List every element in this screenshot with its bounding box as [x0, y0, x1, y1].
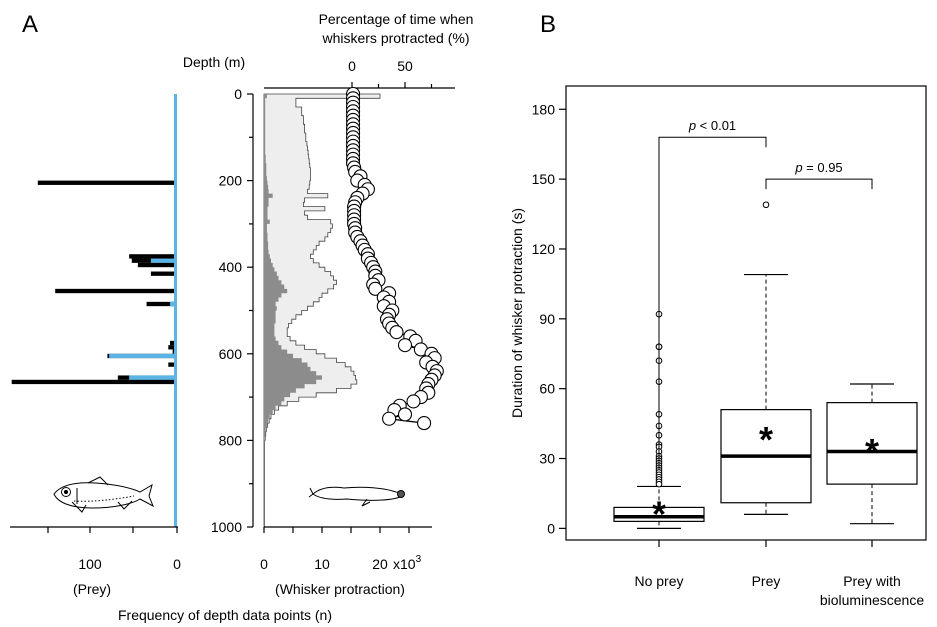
percentage-tick-label: 0: [348, 58, 356, 74]
prey-bar: [55, 288, 178, 294]
panel-b-category-label: Prey with: [843, 573, 901, 589]
panel-b-y-tick-label: 150: [532, 171, 556, 187]
panel-b-ylabel: Duration of whisker protraction (s): [509, 208, 525, 418]
prey-bar: [137, 262, 177, 268]
panel-b-categories: No prey Prey Prey with bioluminescence: [634, 540, 924, 608]
prey-bar: [11, 379, 178, 385]
prey-bar: [170, 340, 177, 346]
whisker-x-tick-label: 20: [372, 556, 388, 572]
percentage-series: [346, 86, 444, 431]
panel-b-y-tick-label: 120: [532, 241, 556, 257]
frequency-axis-label: Frequency of depth data points (n): [118, 607, 332, 623]
depth-tick-label: 200: [219, 173, 243, 189]
depth-axis: 0 200 400 600 800 1000: [211, 86, 254, 535]
prey-bar: [146, 301, 177, 307]
whisker-axis: 0 10 20: [260, 526, 432, 572]
box-mean-marker: *: [865, 431, 879, 472]
significance-bracket: [658, 136, 767, 471]
box-outlier: [762, 201, 770, 209]
bioluminescent-prey-bar: [109, 353, 177, 359]
seal-icon: [308, 486, 405, 507]
box-outlier: [655, 480, 663, 488]
percentage-axis: 0 50: [264, 58, 455, 89]
significance-label: p = 0.95: [794, 160, 842, 175]
box-mean-marker: *: [652, 494, 666, 535]
panel-b-y-axis: 0 30 60 90 120 150 180: [532, 101, 566, 536]
percentage-point: [406, 394, 421, 409]
depth-tick-label: 0: [234, 86, 242, 102]
prey-x-tick-label: 100: [78, 556, 102, 572]
panel-b-annotations: p < 0.01 p = 0.95: [658, 118, 873, 471]
percentage-point: [368, 281, 383, 296]
percentage-point: [382, 411, 397, 426]
percentage-point: [417, 416, 432, 431]
bioluminescent-prey-bar: [150, 258, 177, 263]
bioluminescent-prey-bar: [129, 375, 177, 380]
significance-bracket: [765, 178, 873, 190]
depth-tick-label: 400: [219, 259, 243, 275]
prey-bar: [129, 254, 177, 259]
prey-bar: [37, 180, 177, 185]
panel-b-y-tick-label: 90: [539, 311, 555, 327]
whisker-axis-label: (Whisker protraction): [275, 581, 405, 597]
panel-b-frame: [565, 85, 927, 541]
box-mean-marker: *: [759, 419, 773, 460]
prey-bars: [11, 94, 178, 527]
panel-b-y-tick-label: 0: [547, 520, 555, 536]
depth-tick-label: 600: [219, 346, 243, 362]
percentage-tick-label: 50: [397, 58, 413, 74]
prey-bar: [168, 362, 177, 367]
panel-b-label: B: [540, 11, 556, 38]
fish-lanternfish-icon: [53, 476, 154, 513]
prey-axis-label: (Prey): [73, 581, 111, 597]
depth-axis-label: Depth (m): [183, 54, 245, 70]
percentage-point: [397, 338, 413, 353]
significance-label: p < 0.01: [688, 118, 736, 133]
percentage-axis-title-line1: Percentage of time when: [319, 11, 474, 27]
whisker-axis-unit: x103: [393, 554, 422, 572]
whisker-protraction-histogram: [264, 94, 322, 527]
box-iqr: [826, 402, 918, 485]
depth-frequency-histogram: [263, 93, 381, 528]
prey-bar: [150, 271, 177, 276]
panel-b-category-label: bioluminescence: [820, 592, 924, 608]
bioluminescent-prey-bar: [170, 301, 177, 307]
depth-tick-label: 1000: [211, 519, 242, 535]
prey-axis: 100 0: [10, 526, 181, 572]
panel-b-y-tick-label: 30: [539, 451, 555, 467]
panel-a-label: A: [22, 11, 38, 38]
whisker-x-tick-label: 0: [260, 556, 268, 572]
percentage-point: [389, 325, 404, 340]
depth-tick-label: 800: [219, 432, 243, 448]
whisker-histograms: [263, 93, 381, 528]
percentage-axis-title-line2: whiskers protracted (%): [321, 30, 469, 46]
panel-b-y-tick-label: 60: [539, 381, 555, 397]
whisker-x-tick-label: 10: [314, 556, 330, 572]
panel-b-y-tick-label: 180: [532, 101, 556, 117]
prey-baseline-bar: [174, 94, 177, 527]
prey-x-tick-label: 0: [173, 556, 181, 572]
panel-b-category-label: Prey: [752, 573, 781, 589]
prey-bar: [168, 345, 177, 350]
percentage-point: [397, 407, 413, 422]
panel-b-plot-border: [565, 85, 927, 541]
panel-b-category-label: No prey: [634, 573, 683, 589]
